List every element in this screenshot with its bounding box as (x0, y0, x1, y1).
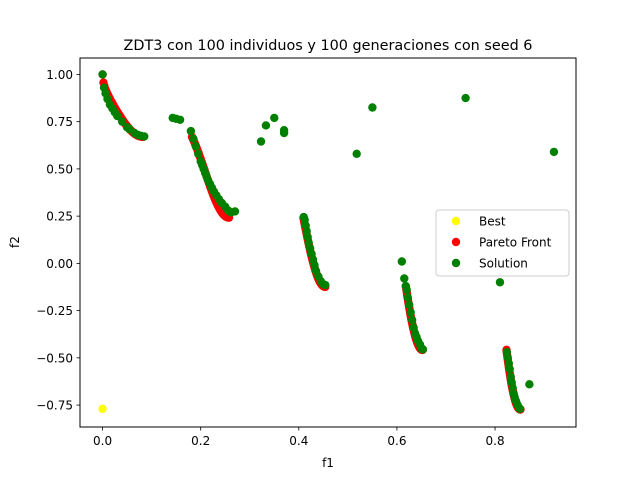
solution-point (549, 147, 559, 157)
solution-point (368, 103, 377, 112)
y-tick-label: 1.00 (46, 68, 73, 82)
y-tick-label: 0.25 (46, 210, 73, 224)
solution-point (117, 117, 127, 126)
y-tick-label: 0.50 (46, 162, 73, 176)
y-tick-label: −0.75 (36, 399, 73, 413)
chart-title: ZDT3 con 100 individuos y 100 generacion… (124, 38, 533, 54)
legend-label: Solution (479, 257, 528, 271)
solution-point (279, 128, 289, 138)
x-tick-label: 0.8 (486, 434, 505, 448)
x-tick-label: 0.0 (93, 434, 112, 448)
x-tick-label: 0.6 (387, 434, 406, 448)
x-tick-label: 0.4 (289, 434, 308, 448)
solution-point (191, 142, 200, 151)
solution-point (418, 345, 428, 354)
solution-point (321, 280, 330, 290)
solution-point (352, 149, 361, 158)
legend: Best Pareto Front Solution (435, 209, 570, 277)
x-axis-label: f1 (322, 456, 334, 470)
solution-point (113, 111, 122, 121)
y-tick-label: 0.75 (46, 115, 73, 129)
solution-point (515, 404, 525, 414)
legend-label: Pareto Front (479, 236, 552, 250)
series-solution (98, 70, 559, 414)
plot-area (98, 70, 559, 414)
legend-marker (451, 216, 461, 226)
solution-point (256, 137, 266, 146)
legend-label: Best (479, 215, 506, 229)
y-tick-label: −0.25 (36, 304, 73, 318)
solution-point (505, 364, 514, 374)
solution-point (98, 70, 107, 79)
solution-point (175, 115, 185, 124)
solution-point (406, 308, 415, 317)
best-point (98, 404, 107, 414)
axes-frame (79, 57, 577, 428)
legend-marker (451, 258, 461, 268)
solution-point (270, 113, 279, 123)
solution-point (402, 285, 411, 295)
solution-point (189, 134, 198, 143)
series-best (98, 404, 107, 414)
legend-marker (451, 237, 461, 247)
solution-point (140, 132, 149, 141)
solution-point (461, 93, 470, 103)
axes: 0.0 0.2 0.4 0.6 0.8 −0.75 −0.50 −0.25 0.00 0.25 0.… (36, 68, 504, 448)
y-axis-label: f2 (8, 236, 22, 248)
y-tick-label: 0.00 (46, 257, 73, 271)
solution-point (261, 121, 271, 130)
solution-point (230, 207, 240, 216)
solution-point (403, 293, 412, 302)
solution-point (186, 126, 196, 136)
solution-point (525, 380, 534, 389)
solution-point (495, 278, 505, 287)
x-tick-label: 0.2 (191, 434, 210, 448)
solution-point (194, 149, 203, 158)
solution-point (404, 300, 414, 310)
solution-point (400, 274, 409, 283)
solution-point (397, 257, 407, 266)
y-tick-label: −0.50 (36, 351, 73, 365)
legend-box (435, 209, 570, 277)
solution-point (407, 315, 417, 325)
